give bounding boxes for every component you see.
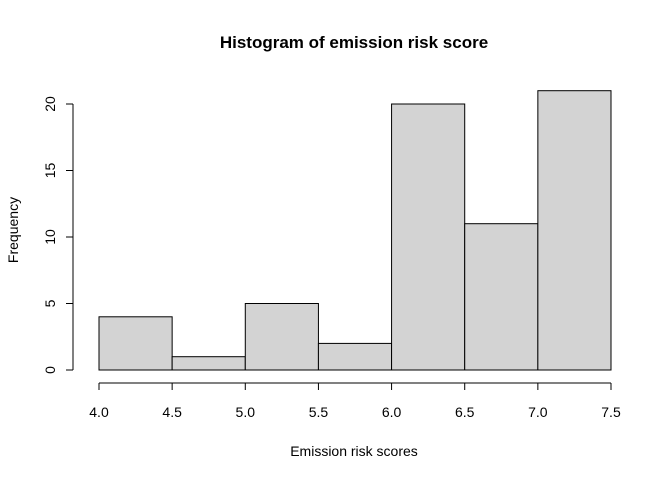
y-tick-label: 10	[42, 229, 58, 245]
x-tick-label: 5.0	[236, 404, 256, 420]
bars-group	[98, 90, 612, 371]
histogram-bar	[537, 90, 612, 371]
histogram-bar	[171, 356, 246, 371]
y-axis-label: Frequency	[5, 197, 21, 263]
histogram-bar	[317, 342, 393, 371]
y-axis: 0 5 10 15 20	[42, 96, 74, 374]
x-axis-label: Emission risk scores	[290, 443, 418, 459]
x-tick-label: 4.5	[162, 404, 182, 420]
chart-title: Histogram of emission risk score	[220, 33, 488, 52]
y-tick-label: 5	[42, 299, 58, 307]
x-tick-label: 6.0	[382, 404, 402, 420]
histogram-bar	[391, 103, 466, 371]
x-axis: 4.0 4.5 5.0 5.5 6.0 6.5 7.0 7.5	[89, 382, 621, 420]
x-tick-label: 5.5	[309, 404, 329, 420]
x-tick-label: 7.5	[601, 404, 621, 420]
histogram-bar	[464, 223, 539, 371]
y-tick-label: 20	[42, 96, 58, 112]
x-tick-label: 4.0	[89, 404, 109, 420]
y-tick-label: 15	[42, 163, 58, 179]
histogram-bar	[244, 303, 319, 371]
x-tick-label: 7.0	[528, 404, 548, 420]
y-tick-label: 0	[42, 366, 58, 374]
x-tick-label: 6.5	[455, 404, 475, 420]
histogram-bar	[98, 316, 173, 371]
